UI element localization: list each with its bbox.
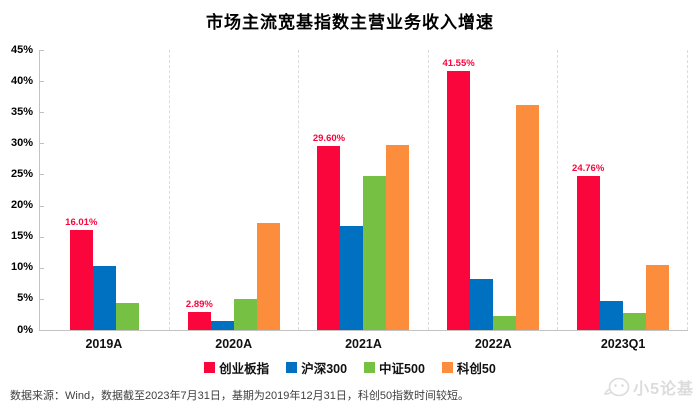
bar-data-label: 41.55%: [442, 58, 475, 69]
bar-group-2022a: 41.55%: [429, 50, 559, 330]
bar-data-label: 16.01%: [65, 217, 98, 228]
source-note: 数据来源：Wind，数据截至2023年7月31日，基期为2019年12月31日，…: [10, 390, 470, 402]
legend-swatch-icon: [364, 362, 376, 373]
watermark-text: 小5论基: [633, 381, 694, 398]
y-axis-tick-label: 45%: [10, 43, 33, 56]
legend-swatch-icon: [441, 362, 453, 373]
bar-2020a-series-0: 2.89%: [186, 299, 213, 330]
legend-item-沪深300: 沪深300: [286, 358, 347, 377]
legend-label: 科创50: [456, 362, 496, 376]
y-axis-tick-label: 15%: [10, 230, 33, 243]
legend-swatch-icon: [286, 362, 298, 373]
bar-2023q1-series-1: [599, 301, 623, 330]
bar-2020a-series-3: [256, 223, 280, 330]
y-axis-tick-mark: [40, 298, 44, 300]
bar-data-label: 24.76%: [572, 163, 605, 174]
bar-2019a-series-1: [92, 266, 116, 330]
bar-group-2023q1: 24.76%: [558, 50, 688, 330]
x-axis-labels: 2019A 2020A 2021A 2022A 2023Q1: [39, 337, 688, 351]
y-axis-tick-label: 20%: [10, 199, 33, 212]
x-axis-label-2019a: 2019A: [85, 337, 123, 351]
legend: 创业板指 沪深300 中证500 科创50: [0, 358, 700, 377]
bar-2021a-series-0: 29.60%: [313, 133, 345, 330]
bar-2021a-series-3: [386, 145, 410, 330]
legend-swatch-icon: [204, 362, 216, 373]
y-axis-tick-label: 35%: [10, 105, 33, 118]
x-axis-label-2020a: 2020A: [215, 337, 253, 351]
bar-data-label: 29.60%: [312, 133, 346, 144]
bar-group-2021a: 29.60%: [299, 50, 429, 330]
y-axis-tick-mark: [40, 205, 44, 207]
bar-2023q1-series-2: [622, 313, 646, 330]
y-axis-tick-label: 40%: [10, 74, 33, 87]
bar-2021a-series-2: [363, 176, 387, 330]
watermark: 小5论基: [604, 375, 694, 399]
plot-area: 16.01% 2.89% 29.60% 41.55% 24.76%: [39, 50, 688, 331]
bar-group-2020a: 2.89%: [170, 50, 300, 330]
y-axis-tick-mark: [40, 143, 44, 145]
bar-2019a-series-2: [115, 303, 139, 330]
bar-2023q1-series-3: [645, 265, 669, 330]
y-axis-tick-mark: [40, 236, 44, 238]
legend-item-创业板指: 创业板指: [204, 358, 269, 377]
bar-2021a-series-1: [340, 226, 364, 330]
watermark-logo-icon: [604, 377, 630, 397]
legend-label: 沪深300: [301, 362, 348, 376]
y-axis-tick-mark: [40, 112, 44, 114]
legend-label: 创业板指: [219, 362, 270, 376]
y-axis-tick-mark: [40, 50, 44, 51]
x-axis-label-2022a: 2022A: [474, 337, 512, 351]
bar-group-2019a: 16.01%: [40, 50, 170, 330]
legend-label: 中证500: [379, 362, 425, 376]
y-axis-tick-label: 5%: [17, 292, 33, 305]
y-axis-tick-label: 0%: [17, 323, 33, 336]
y-axis-tick-label: 10%: [10, 261, 33, 274]
bar-2020a-series-1: [210, 321, 234, 330]
y-axis-tick-label: 25%: [10, 167, 33, 180]
x-axis-label-2023q1: 2023Q1: [600, 337, 646, 351]
y-axis-tick-label: 30%: [10, 136, 33, 149]
bar-2020a-series-2: [233, 299, 257, 330]
bar-2023q1-series-0: 24.76%: [572, 163, 604, 330]
x-axis-label-2021a: 2021A: [345, 337, 382, 351]
bar-data-label: 2.89%: [185, 299, 213, 310]
y-axis-tick-mark: [40, 267, 44, 269]
bar-2022a-series-3: [516, 105, 540, 330]
legend-item-科创50: 科创50: [441, 358, 496, 377]
y-axis-tick-mark: [40, 81, 44, 83]
y-axis-tick-mark: [40, 174, 44, 176]
bar-2022a-series-0: 41.55%: [442, 58, 475, 330]
bar-2022a-series-2: [493, 316, 517, 330]
bar-2019a-series-0: 16.01%: [65, 217, 97, 330]
bar-2022a-series-1: [470, 279, 494, 330]
chart-title: 市场主流宽基指数主营业务收入增速: [206, 13, 494, 32]
legend-item-中证500: 中证500: [364, 358, 425, 377]
